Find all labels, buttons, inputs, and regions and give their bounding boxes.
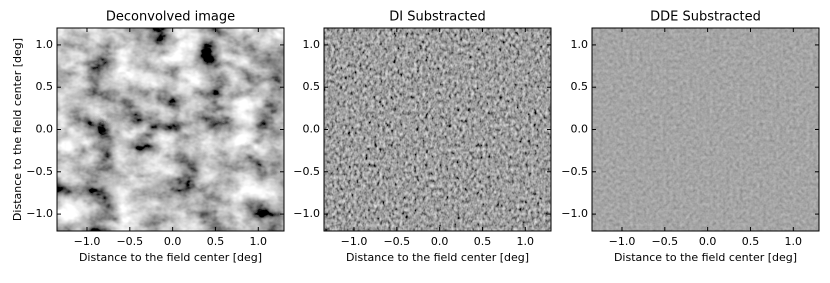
x-tick-label: 1.0 xyxy=(785,235,803,248)
x-tick-label: −1.0 xyxy=(74,235,101,248)
y-tick-label: −1.0 xyxy=(561,207,588,220)
x-tick-label: 1.0 xyxy=(250,235,268,248)
x-tick-label: −1.0 xyxy=(341,235,368,248)
y-tick-label: 1.0 xyxy=(303,38,321,51)
y-tick-label: −0.5 xyxy=(561,165,588,178)
y-tick-label: −0.5 xyxy=(293,165,320,178)
image xyxy=(57,28,284,231)
y-tick-label: 1.0 xyxy=(571,38,589,51)
image xyxy=(592,28,819,231)
chart-title: Deconvolved image xyxy=(106,10,235,25)
x-axis-label: Distance to the field center [deg] xyxy=(79,251,262,264)
y-tick-label: 0.5 xyxy=(303,80,321,93)
x-tick-label: −0.5 xyxy=(383,235,410,248)
chart-title: DI Substracted xyxy=(389,10,485,25)
y-tick-label: 0.5 xyxy=(36,80,54,93)
y-tick-label: 0.0 xyxy=(36,123,54,136)
x-tick-label: 1.0 xyxy=(517,235,535,248)
x-tick-label: 0.0 xyxy=(431,235,449,248)
y-tick-label: 0.5 xyxy=(571,80,589,93)
x-tick-label: 0.5 xyxy=(742,235,760,248)
x-tick-label: −0.5 xyxy=(651,235,678,248)
x-tick-label: 0.0 xyxy=(164,235,182,248)
x-tick-label: 0.5 xyxy=(474,235,492,248)
image xyxy=(324,28,551,231)
y-tick-label: 0.0 xyxy=(571,123,589,136)
x-axis-label: Distance to the field center [deg] xyxy=(346,251,529,264)
y-tick-label: −1.0 xyxy=(26,207,53,220)
x-tick-label: −1.0 xyxy=(609,235,636,248)
y-tick-label: −0.5 xyxy=(26,165,53,178)
y-axis-label: Distance to the field center [deg] xyxy=(11,38,24,221)
y-tick-label: −1.0 xyxy=(293,207,320,220)
x-tick-label: 0.0 xyxy=(699,235,717,248)
y-tick-label: 0.0 xyxy=(303,123,321,136)
x-tick-label: 0.5 xyxy=(207,235,225,248)
y-tick-label: 1.0 xyxy=(36,38,54,51)
chart-title: DDE Substracted xyxy=(650,10,761,25)
x-tick-label: −0.5 xyxy=(116,235,143,248)
x-axis-label: Distance to the field center [deg] xyxy=(614,251,797,264)
